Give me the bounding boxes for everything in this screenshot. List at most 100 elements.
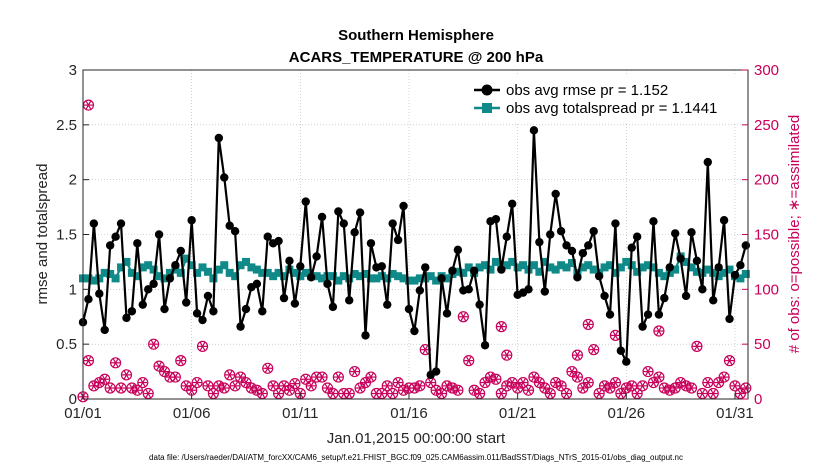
obs-possible-point xyxy=(446,382,459,394)
obs-star-stroke xyxy=(536,378,543,387)
obs-star-stroke xyxy=(145,389,151,398)
legend-spread-marker xyxy=(482,103,492,113)
obs-possible-point xyxy=(283,384,296,396)
obs-possible-point xyxy=(571,349,584,361)
obs-star-stroke xyxy=(552,378,559,387)
obs-assimilated-point xyxy=(143,389,153,398)
spread-point xyxy=(280,272,289,281)
obs-star-stroke xyxy=(254,386,260,395)
obs-star-stroke xyxy=(612,331,619,340)
obs-assimilated-point xyxy=(703,378,713,387)
obs-possible-point xyxy=(289,378,301,390)
rmse-point xyxy=(453,245,463,255)
obs-possible-point xyxy=(675,376,687,389)
obs-star-stroke xyxy=(319,372,325,382)
obs-assimilated-point xyxy=(496,322,506,331)
rmse-point xyxy=(127,307,137,316)
spread-point xyxy=(508,257,517,266)
obs-possible-point xyxy=(550,376,562,389)
obs-assimilated-point xyxy=(230,381,240,391)
spread-point xyxy=(111,274,120,283)
obs-count-layer xyxy=(77,99,752,403)
rmse-point xyxy=(567,246,577,256)
obs-assimilated-point xyxy=(420,345,430,354)
spread-point xyxy=(198,263,207,272)
rmse-point xyxy=(437,274,446,283)
spread-point xyxy=(481,261,490,270)
obs-star-stroke xyxy=(270,381,276,391)
spread-point xyxy=(432,276,441,285)
obs-possible-point xyxy=(468,384,480,396)
obs-assimilated-point xyxy=(350,367,360,376)
obs-star-stroke xyxy=(558,381,564,391)
spread-point xyxy=(633,267,642,276)
obs-possible-point xyxy=(490,373,502,385)
rmse-point xyxy=(681,291,691,301)
legend-rmse-label: obs avg rmse pr = 1.152 xyxy=(506,82,668,99)
rmse-point xyxy=(469,266,479,275)
spread-point xyxy=(464,263,473,272)
obs-assimilated-point xyxy=(208,389,218,398)
obs-assimilated-point xyxy=(306,381,316,391)
spread-point xyxy=(426,272,435,281)
obs-possible-point xyxy=(691,340,703,352)
rmse-point xyxy=(133,239,142,248)
obs-assimilated-point xyxy=(496,389,506,398)
rmse-point xyxy=(323,279,332,289)
obs-star-stroke xyxy=(585,320,592,329)
obs-star-stroke xyxy=(444,381,450,391)
x-tick-label: 01/21 xyxy=(499,405,537,422)
spread-point xyxy=(622,257,631,266)
spread-point xyxy=(193,268,202,277)
rmse-point xyxy=(220,173,229,182)
obs-star-stroke xyxy=(237,372,244,382)
rmse-point xyxy=(306,273,316,282)
spread-point xyxy=(736,274,745,283)
rmse-point xyxy=(388,219,397,228)
rmse-point xyxy=(355,208,365,217)
rmse-point xyxy=(600,291,609,301)
obs-possible-point xyxy=(262,362,274,374)
obs-possible-point xyxy=(484,371,497,383)
obs-star-stroke xyxy=(129,383,135,393)
spread-point xyxy=(383,274,392,283)
spread-point xyxy=(475,263,484,272)
obs-star-stroke xyxy=(476,389,483,398)
obs-assimilated-point xyxy=(610,378,620,387)
obs-assimilated-point xyxy=(697,389,707,398)
rmse-point xyxy=(605,310,615,319)
obs-star-stroke xyxy=(134,386,141,395)
obs-star-stroke xyxy=(509,378,515,387)
rmse-point xyxy=(296,262,305,271)
rmse-point xyxy=(589,227,598,236)
obs-star-stroke xyxy=(178,356,184,365)
obs-star-stroke xyxy=(656,372,662,382)
obs-star-stroke xyxy=(427,378,434,387)
spread-point xyxy=(660,272,669,281)
obs-star-stroke xyxy=(123,370,130,380)
obs-assimilated-point xyxy=(393,378,403,387)
obs-assimilated-point xyxy=(741,383,751,393)
obs-assimilated-point xyxy=(366,372,376,382)
spread-point xyxy=(529,261,538,270)
y-right-tick-label: 0 xyxy=(754,391,762,408)
obs-star-stroke xyxy=(634,389,640,398)
rmse-point xyxy=(263,232,272,241)
rmse-point xyxy=(176,246,185,256)
spread-point xyxy=(513,263,522,272)
spread-point xyxy=(117,263,126,272)
spread-point xyxy=(459,268,468,277)
obs-star-stroke xyxy=(243,378,249,387)
obs-star-stroke xyxy=(563,389,570,398)
obs-star-stroke xyxy=(210,389,217,398)
rmse-point xyxy=(138,300,147,309)
obs-possible-point xyxy=(680,380,692,392)
spread-point xyxy=(84,274,93,283)
obs-possible-point xyxy=(191,376,203,389)
spread-point xyxy=(486,265,495,274)
spread-point xyxy=(410,276,419,285)
obs-possible-point xyxy=(501,380,513,392)
obs-possible-point xyxy=(702,376,714,389)
obs-possible-point xyxy=(137,376,149,389)
obs-star-stroke xyxy=(455,386,461,395)
